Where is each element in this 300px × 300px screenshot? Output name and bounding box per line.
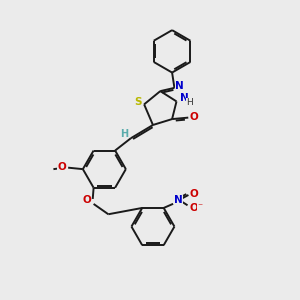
Text: S: S — [134, 97, 141, 107]
Text: O: O — [190, 202, 199, 213]
Text: H: H — [186, 98, 193, 107]
Text: O: O — [190, 112, 199, 122]
Text: N: N — [176, 81, 184, 92]
Text: ⁻: ⁻ — [197, 202, 202, 213]
Text: O: O — [189, 189, 198, 199]
Text: H: H — [120, 129, 128, 139]
Text: N: N — [174, 195, 183, 205]
Text: O: O — [57, 162, 66, 172]
Text: N: N — [180, 94, 189, 103]
Text: O: O — [82, 195, 91, 205]
